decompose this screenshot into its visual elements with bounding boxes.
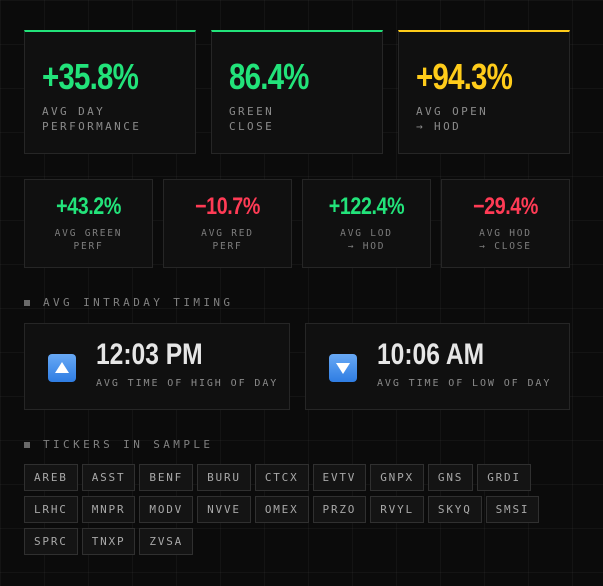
time-of-low-value: 10:06 AM: [377, 338, 485, 371]
stat-value: +35.8%: [42, 56, 139, 97]
ticker-chip[interactable]: GNPX: [370, 464, 424, 491]
stat-card-avg-red-perf: −10.7% AVG RED PERF: [163, 179, 292, 268]
ticker-chip[interactable]: BURU: [197, 464, 251, 491]
ticker-chip[interactable]: OMEX: [254, 496, 309, 523]
ticker-chip[interactable]: GRDI: [477, 464, 531, 491]
time-of-high-label: AVG TIME OF HIGH OF DAY: [96, 378, 279, 389]
time-of-low-label: AVG TIME OF LOW OF DAY: [377, 378, 552, 389]
stat-card-avg-day-performance: +35.8% AVG DAY PERFORMANCE: [24, 30, 196, 154]
ticker-chip[interactable]: CTCX: [254, 464, 309, 491]
stat-value: −10.7%: [195, 193, 260, 220]
ticker-chip[interactable]: MNPR: [81, 496, 136, 523]
ticker-chip[interactable]: RVYL: [370, 496, 424, 523]
ticker-chip[interactable]: SKYQ: [427, 496, 482, 523]
time-of-high-value: 12:03 PM: [96, 338, 203, 371]
stat-label: AVG DAY PERFORMANCE: [42, 105, 142, 133]
timing-card-high: 12:03 PM AVG TIME OF HIGH OF DAY: [24, 323, 290, 410]
stat-value: +43.2%: [56, 193, 121, 220]
ticker-chip[interactable]: PRZO: [312, 496, 367, 523]
stat-card-avg-lod-hod: +122.4% AVG LOD → HOD: [302, 179, 431, 268]
stat-label: AVG RED PERF: [201, 228, 254, 252]
ticker-chip[interactable]: SPRC: [24, 528, 78, 555]
section-title-text: TICKERS IN SAMPLE: [43, 438, 214, 451]
ticker-chip[interactable]: MODV: [139, 496, 194, 523]
ticker-chip[interactable]: GNS: [427, 464, 474, 491]
stat-value: 86.4%: [229, 56, 309, 97]
ticker-chip[interactable]: NVVE: [197, 496, 251, 523]
arrow-down-icon: [329, 354, 357, 382]
ticker-chip[interactable]: ASST: [81, 464, 136, 491]
timing-card-low: 10:06 AM AVG TIME OF LOW OF DAY: [305, 323, 570, 410]
section-bullet-icon: [24, 299, 30, 306]
stat-value: +94.3%: [416, 56, 513, 97]
ticker-chip[interactable]: SMSI: [485, 496, 540, 523]
arrow-up-icon: [48, 354, 76, 382]
section-title-timing: AVG INTRADAY TIMING: [24, 296, 233, 309]
stat-label: AVG OPEN → HOD: [416, 105, 489, 133]
section-title-text: AVG INTRADAY TIMING: [43, 296, 234, 309]
stat-card-avg-green-perf: +43.2% AVG GREEN PERF: [24, 179, 153, 268]
stat-value: −29.4%: [473, 193, 538, 220]
ticker-list: AREB ASST BENF BURU CTCX EVTV GNPX GNS GRDI LRHC M…: [24, 464, 584, 560]
section-bullet-icon: [24, 441, 30, 448]
section-title-tickers: TICKERS IN SAMPLE: [24, 438, 213, 451]
stat-label: GREEN CLOSE: [229, 105, 275, 133]
stat-label: AVG HOD → CLOSE: [479, 228, 532, 252]
ticker-chip[interactable]: LRHC: [24, 496, 78, 523]
stat-card-green-close: 86.4% GREEN CLOSE: [211, 30, 383, 154]
stat-label: AVG GREEN PERF: [54, 228, 123, 252]
stat-card-avg-open-hod: +94.3% AVG OPEN → HOD: [398, 30, 570, 154]
stat-value: +122.4%: [328, 193, 405, 220]
ticker-chip[interactable]: TNXP: [81, 528, 136, 555]
ticker-chip[interactable]: BENF: [139, 464, 194, 491]
ticker-chip[interactable]: ZVSA: [139, 528, 194, 555]
stat-card-avg-hod-close: −29.4% AVG HOD → CLOSE: [441, 179, 570, 268]
stat-label: AVG LOD → HOD: [340, 228, 393, 252]
ticker-chip[interactable]: EVTV: [312, 464, 367, 491]
ticker-chip[interactable]: AREB: [24, 464, 78, 491]
